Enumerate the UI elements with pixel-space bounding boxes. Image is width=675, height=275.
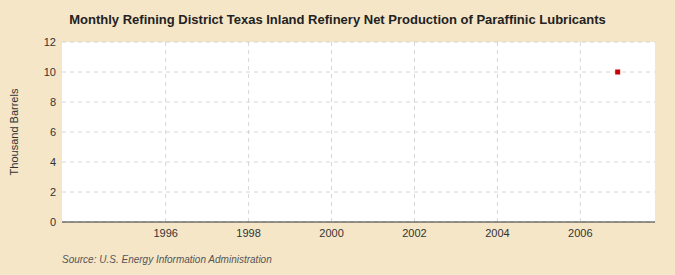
source: Source: U.S. Energy Information Administ… <box>62 254 272 265</box>
y-grid-line <box>62 222 655 223</box>
y-grid-line <box>62 162 655 163</box>
x-tick-label: 2004 <box>485 227 509 239</box>
title: Monthly Refining District Texas Inland R… <box>69 12 605 27</box>
x-grid-line <box>165 42 166 222</box>
y-grid-line <box>62 132 655 133</box>
y-tick-label: 6 <box>50 126 56 138</box>
x-grid-line <box>248 42 249 222</box>
x-tick-label: 2000 <box>319 227 343 239</box>
x-tick-label: 2002 <box>402 227 426 239</box>
x-tick-label: 1998 <box>236 227 260 239</box>
x-tick-label: 1996 <box>153 227 177 239</box>
point <box>615 70 620 75</box>
x-axis-line <box>62 222 655 223</box>
chart: 0 2 4 6 8 10 12 1996 1998 2000 2002 2004 2006 Thousan… <box>0 0 675 275</box>
x-grid-line <box>497 42 498 222</box>
points <box>615 70 620 75</box>
y-tick-label: 8 <box>50 96 56 108</box>
y-grid-line <box>62 102 655 103</box>
y-tick-label: 10 <box>44 66 56 78</box>
y-grid-line <box>62 42 655 43</box>
grid <box>62 42 655 222</box>
y-tick-label: 12 <box>44 36 56 48</box>
x-tick-label: 2006 <box>568 227 592 239</box>
y-tick-label: 4 <box>50 156 56 168</box>
x-grid-line <box>414 42 415 222</box>
x-grid-line <box>580 42 581 222</box>
y-tick-label: 2 <box>50 186 56 198</box>
y-tick-label: 0 <box>50 216 56 228</box>
y-grid-line <box>62 192 655 193</box>
x-grid-line <box>331 42 332 222</box>
y-grid-line <box>62 72 655 73</box>
plot-area <box>62 42 655 222</box>
y-axis-label: Thousand Barrels <box>8 88 20 175</box>
background <box>0 0 675 275</box>
